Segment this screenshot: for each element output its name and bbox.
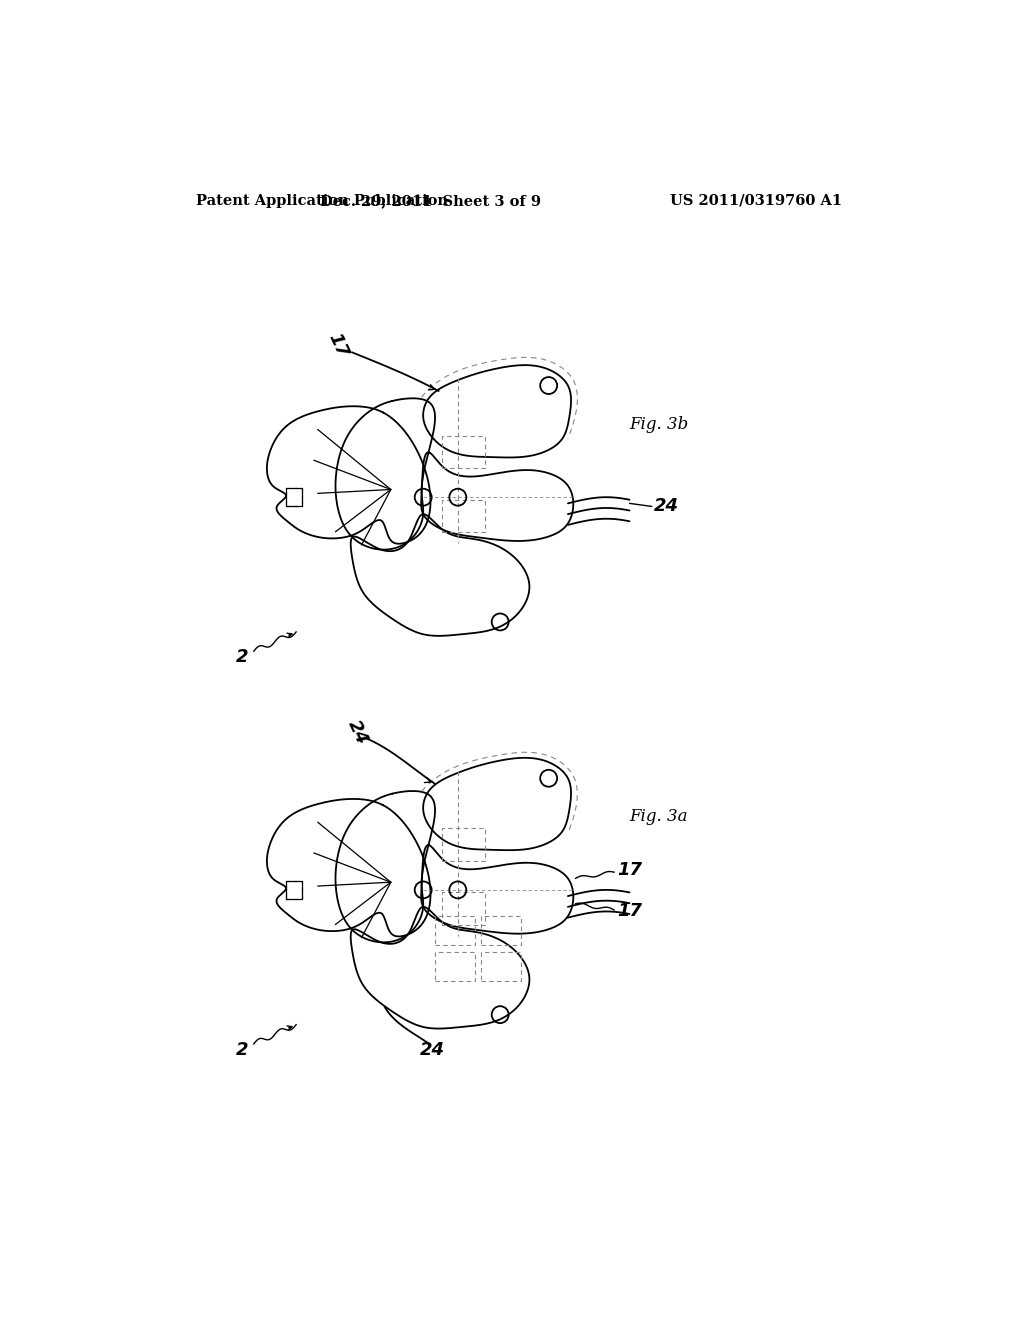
Text: 24: 24 [344, 717, 371, 747]
Text: 17: 17 [325, 330, 352, 360]
Polygon shape [286, 488, 301, 507]
Text: 2: 2 [236, 648, 249, 667]
Text: 2: 2 [236, 1041, 249, 1059]
Text: Fig. 3b: Fig. 3b [630, 416, 689, 433]
Text: 24: 24 [420, 1041, 444, 1059]
Text: Dec. 29, 2011  Sheet 3 of 9: Dec. 29, 2011 Sheet 3 of 9 [321, 194, 542, 207]
Polygon shape [336, 791, 435, 942]
Polygon shape [267, 799, 430, 936]
Polygon shape [421, 453, 573, 541]
Polygon shape [286, 880, 301, 899]
Polygon shape [350, 907, 529, 1028]
Polygon shape [350, 513, 529, 636]
Polygon shape [423, 366, 571, 458]
Polygon shape [267, 407, 430, 544]
Text: 24: 24 [654, 498, 679, 515]
Text: Fig. 3a: Fig. 3a [630, 808, 688, 825]
Text: US 2011/0319760 A1: US 2011/0319760 A1 [670, 194, 842, 207]
Text: 17: 17 [617, 903, 642, 920]
Polygon shape [336, 399, 435, 549]
Polygon shape [423, 758, 571, 850]
Text: 17: 17 [617, 861, 642, 879]
Text: Patent Application Publication: Patent Application Publication [196, 194, 449, 207]
Polygon shape [421, 845, 573, 933]
